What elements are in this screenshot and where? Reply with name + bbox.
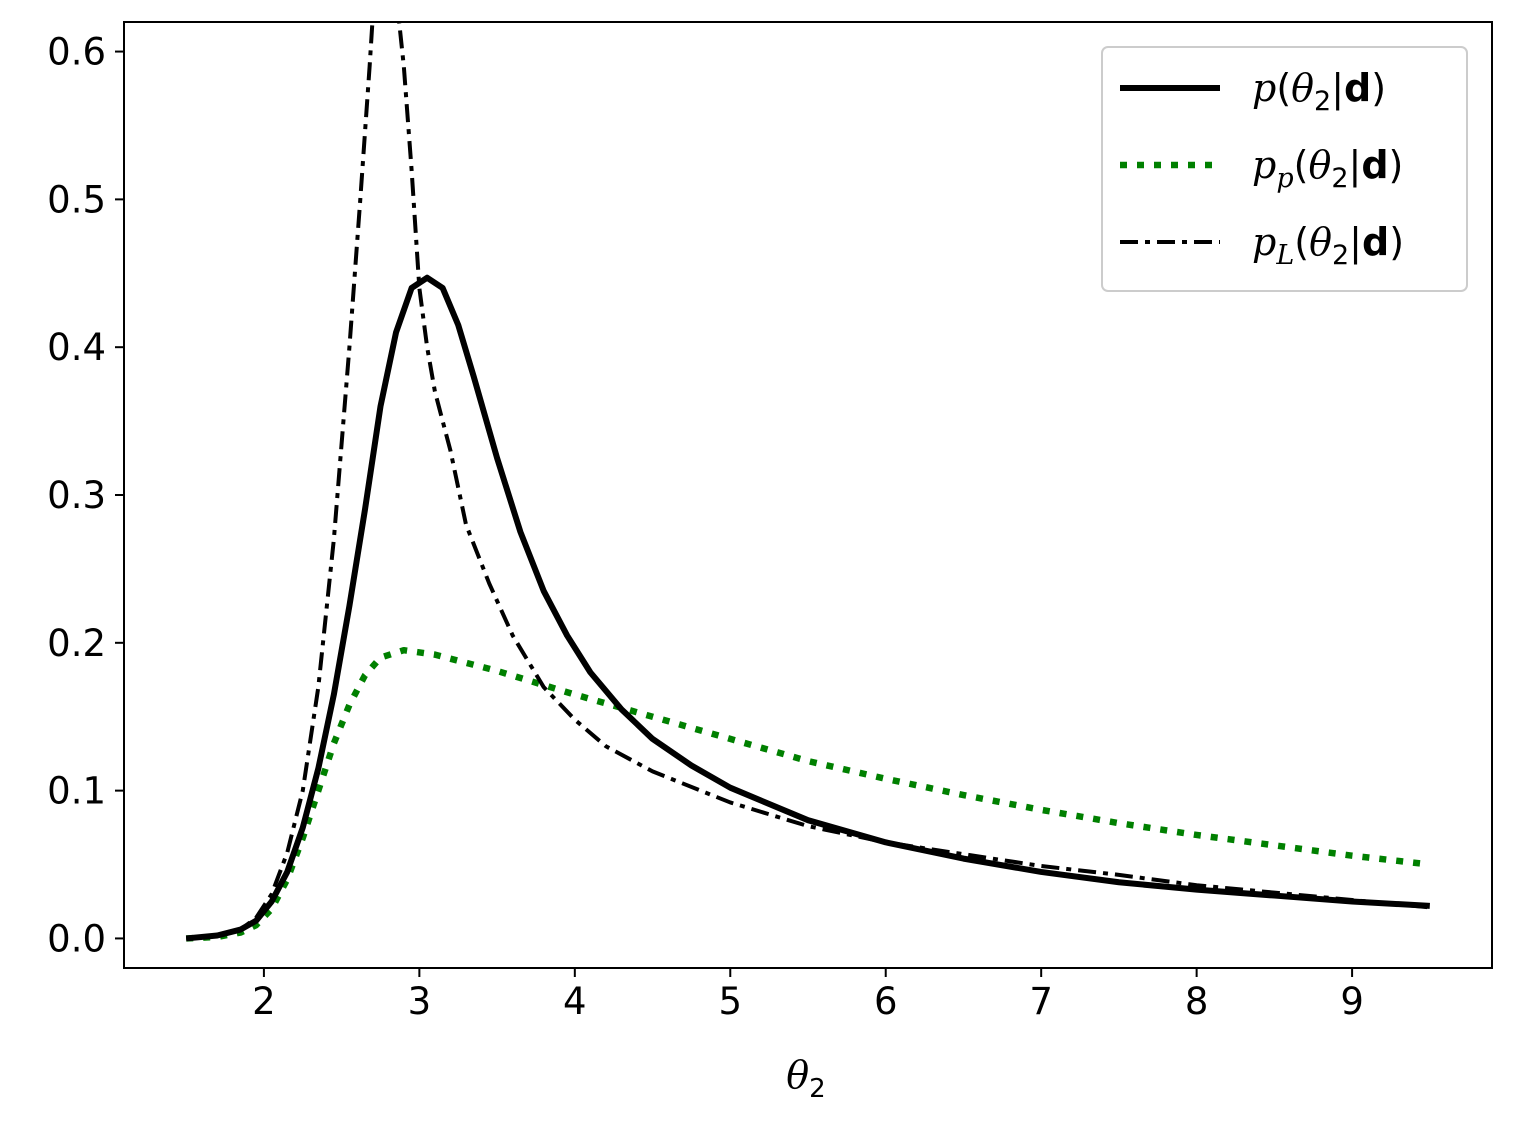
legend-text-part: 2 (1314, 86, 1331, 117)
legend-text-part: | (1349, 220, 1362, 265)
legend-text-part: L (1275, 240, 1294, 271)
y-tick-label: 0.5 (47, 178, 106, 221)
legend-text-part: d (1344, 66, 1371, 110)
x-axis-label-subscript: 2 (809, 1074, 826, 1104)
legend-text-part: p (1252, 66, 1276, 110)
legend-text-part: d (1361, 143, 1388, 187)
series-line-0 (185, 274, 1430, 942)
x-tick-label: 4 (563, 980, 587, 1023)
legend-label-1: pp(θ2|d) (1252, 143, 1403, 194)
legend-text-part: 2 (1331, 163, 1348, 194)
y-tick-label: 0.2 (47, 622, 106, 665)
legend-text-part: ) (1389, 220, 1404, 264)
x-tick-label: 3 (408, 980, 432, 1023)
y-tick-label: 0.1 (47, 770, 106, 813)
legend-text-part: p (1252, 220, 1276, 264)
legend-text-part: 2 (1332, 240, 1349, 271)
legend-text-part: ) (1389, 143, 1404, 187)
x-tick-label: 8 (1185, 980, 1209, 1023)
legend-theta: θ (1309, 220, 1332, 264)
legend-paren: ( (1294, 143, 1309, 187)
legend-paren: ( (1294, 220, 1309, 264)
x-tick-label: 6 (874, 980, 898, 1023)
x-tick-label: 5 (718, 980, 742, 1023)
x-axis-label-base: θ (786, 1053, 809, 1097)
y-tick-label: 0.0 (47, 917, 106, 960)
legend-text-part: ) (1371, 66, 1386, 110)
y-tick-label: 0.4 (47, 326, 106, 369)
legend-text-part: d (1362, 220, 1389, 264)
legend: p(θ2|d)pp(θ2|d)pL(θ2|d) (1101, 46, 1468, 292)
legend-text-part: | (1331, 66, 1344, 111)
y-tick-label: 0.3 (47, 474, 106, 517)
y-tick-label: 0.6 (47, 31, 106, 74)
x-axis-label: θ2 (786, 1053, 825, 1104)
legend-paren: ( (1276, 66, 1291, 110)
series-line-1 (186, 646, 1431, 942)
legend-theta: θ (1308, 143, 1331, 187)
series-layer (185, 22, 1431, 942)
legend-label-2: pL(θ2|d) (1252, 220, 1404, 271)
legend-theta: θ (1291, 66, 1314, 110)
x-axis: 2 3 4 5 6 7 8 9 (252, 968, 1364, 1023)
series-line-2 (185, 22, 1431, 941)
legend-box (1101, 46, 1468, 292)
legend-label-0: p(θ2|d) (1252, 66, 1386, 117)
legend-text-part: | (1349, 143, 1362, 188)
x-tick-label: 7 (1029, 980, 1053, 1023)
y-axis: 0.0 0.1 0.2 0.3 0.4 0.5 0.6 (47, 31, 124, 960)
x-tick-label: 2 (252, 980, 276, 1023)
legend-text-part: p (1276, 163, 1293, 194)
legend-text-part: p (1252, 143, 1276, 187)
x-tick-label: 9 (1340, 980, 1364, 1023)
